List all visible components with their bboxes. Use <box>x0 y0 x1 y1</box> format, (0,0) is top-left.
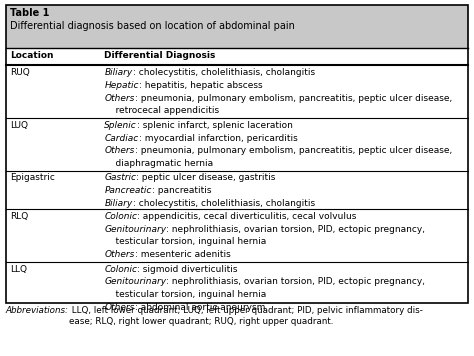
Text: : pneumonia, pulmonary embolism, pancreatitis, peptic ulcer disease,: : pneumonia, pulmonary embolism, pancrea… <box>135 146 452 155</box>
Text: : cholecystitis, cholelithiasis, cholangitis: : cholecystitis, cholelithiasis, cholang… <box>133 68 315 77</box>
Text: Splenic: Splenic <box>104 121 137 130</box>
Text: : cholecystitis, cholelithiasis, cholangitis: : cholecystitis, cholelithiasis, cholang… <box>133 199 315 208</box>
Text: LLQ, left lower quadrant; LUQ, left upper quadrant; PID, pelvic inflammatory dis: LLQ, left lower quadrant; LUQ, left uppe… <box>69 306 422 325</box>
Text: Differential diagnosis based on location of abdominal pain: Differential diagnosis based on location… <box>10 21 295 31</box>
Text: LUQ: LUQ <box>10 121 28 130</box>
Bar <box>6 5 468 303</box>
Text: Biliary: Biliary <box>104 199 133 208</box>
Text: Hepatic: Hepatic <box>104 81 139 90</box>
Text: Others: Others <box>104 146 135 155</box>
Text: retrocecal appendicitis: retrocecal appendicitis <box>104 106 219 115</box>
Text: diaphragmatic hernia: diaphragmatic hernia <box>104 159 213 168</box>
Text: Others: Others <box>104 94 135 103</box>
Text: Colonic: Colonic <box>104 265 137 273</box>
Text: Pancreatic: Pancreatic <box>104 186 152 195</box>
Text: Others: Others <box>104 303 135 312</box>
Text: Table 1: Table 1 <box>10 8 50 18</box>
Text: : pancreatitis: : pancreatitis <box>152 186 211 195</box>
Text: : peptic ulcer disease, gastritis: : peptic ulcer disease, gastritis <box>137 173 276 182</box>
Text: : hepatitis, hepatic abscess: : hepatitis, hepatic abscess <box>139 81 263 90</box>
Text: : nephrolithiasis, ovarian torsion, PID, ectopic pregnancy,: : nephrolithiasis, ovarian torsion, PID,… <box>166 277 425 286</box>
Text: Cardiac: Cardiac <box>104 134 138 142</box>
Text: : nephrolithiasis, ovarian torsion, PID, ectopic pregnancy,: : nephrolithiasis, ovarian torsion, PID,… <box>166 225 425 234</box>
Text: Epigastric: Epigastric <box>10 173 55 182</box>
Text: : myocardial infarction, pericarditis: : myocardial infarction, pericarditis <box>138 134 297 142</box>
Text: : pneumonia, pulmonary embolism, pancreatitis, peptic ulcer disease,: : pneumonia, pulmonary embolism, pancrea… <box>135 94 452 103</box>
Text: Location: Location <box>10 51 54 60</box>
Text: RLQ: RLQ <box>10 212 29 221</box>
Text: Colonic: Colonic <box>104 212 137 221</box>
Text: Gastric: Gastric <box>104 173 137 182</box>
Text: Biliary: Biliary <box>104 68 133 77</box>
Bar <box>6 48 468 303</box>
Text: Genitourinary: Genitourinary <box>104 225 166 234</box>
Text: : mesenteric adenitis: : mesenteric adenitis <box>135 250 230 259</box>
Text: Abbreviations:: Abbreviations: <box>6 306 69 315</box>
Text: Differential Diagnosis: Differential Diagnosis <box>104 51 216 60</box>
Text: Others: Others <box>104 250 135 259</box>
Text: : sigmoid diverticulitis: : sigmoid diverticulitis <box>137 265 238 273</box>
Text: LLQ: LLQ <box>10 265 27 273</box>
Text: : appendicitis, cecal diverticulitis, cecal volvulus: : appendicitis, cecal diverticulitis, ce… <box>137 212 356 221</box>
Text: testicular torsion, inguinal hernia: testicular torsion, inguinal hernia <box>104 290 266 299</box>
Text: : abdominal aortic aneurysm: : abdominal aortic aneurysm <box>135 303 265 312</box>
Bar <box>6 5 468 48</box>
Text: RUQ: RUQ <box>10 68 30 77</box>
Text: testicular torsion, inguinal hernia: testicular torsion, inguinal hernia <box>104 237 266 246</box>
Text: Genitourinary: Genitourinary <box>104 277 166 286</box>
Text: : splenic infarct, splenic laceration: : splenic infarct, splenic laceration <box>137 121 293 130</box>
